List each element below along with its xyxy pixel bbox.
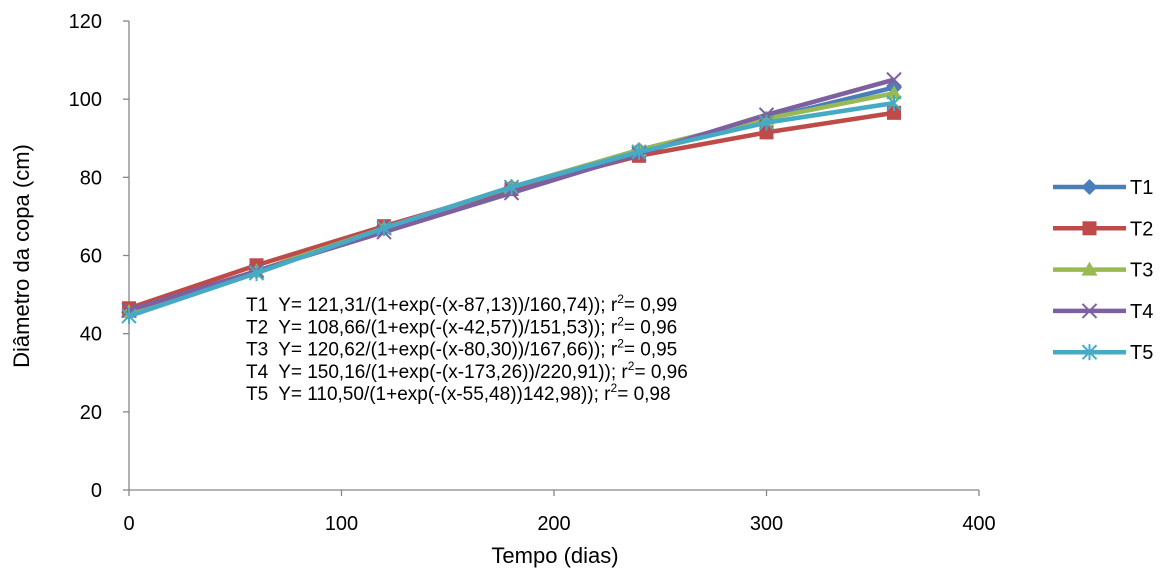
equation-t3: T3 Y= 120,62/(1+exp(-(x-80,30))/167,66));… (246, 337, 677, 361)
y-tick-labels: 0 20 40 60 80 100 120 (69, 11, 102, 502)
equation-t5: T5 Y= 110,50/(1+exp(-(x-55,48))142,98)); … (246, 381, 671, 405)
data-point-t4 (886, 71, 902, 88)
y-tick-label: 100 (69, 89, 102, 111)
data-point-t2 (887, 105, 901, 120)
legend-item-t2: T2 (1053, 218, 1153, 240)
legend-label-t2: T2 (1130, 218, 1153, 240)
data-point-t5 (248, 265, 265, 282)
legend-marker-t3 (1081, 261, 1098, 276)
legend-marker-t5 (1081, 344, 1098, 361)
legend-marker-t4 (1081, 303, 1098, 319)
equation-t4: T4 Y= 150,16/(1+exp(-(x-173,26))/220,91))… (246, 359, 688, 383)
axes (123, 20, 980, 496)
y-tick-label: 0 (91, 480, 102, 502)
series-t5 (121, 95, 902, 325)
x-tick-label: 300 (750, 513, 783, 535)
series-t2 (122, 105, 901, 316)
legend-item-t5: T5 (1053, 342, 1153, 364)
y-tick-label: 60 (80, 246, 102, 268)
data-point-t2 (759, 125, 774, 140)
series-group (121, 71, 902, 325)
equations: T1 Y= 121,31/(1+exp(-(x-87,13))/160,74));… (246, 292, 688, 405)
legend: T1 T2 T3 T4 T5 (1053, 177, 1153, 364)
equation-t2: T2 Y= 108,66/(1+exp(-(x-42,57))/151,53));… (246, 314, 677, 338)
y-axis-title: Diâmetro da copa (cm) (9, 144, 34, 368)
data-point-t5 (121, 308, 137, 325)
x-tick-label: 0 (123, 513, 134, 535)
legend-label-t4: T4 (1130, 301, 1153, 323)
legend-marker-t2 (1082, 221, 1097, 236)
legend-marker-t1 (1081, 179, 1098, 195)
legend-item-t3: T3 (1053, 260, 1153, 282)
series-line-t5 (128, 100, 895, 319)
legend-label-t3: T3 (1130, 260, 1153, 282)
data-point-t5 (376, 220, 392, 237)
y-tick-label: 80 (80, 167, 102, 189)
data-point-t5 (503, 179, 520, 196)
data-point-t5 (758, 114, 775, 131)
legend-label-t1: T1 (1130, 177, 1153, 199)
x-tick-labels: 0 100 200 300 400 (123, 513, 995, 535)
legend-item-t1: T1 (1053, 177, 1153, 199)
x-tick-label: 200 (537, 513, 570, 535)
y-tick-label: 20 (80, 402, 102, 424)
data-point-t5 (886, 95, 902, 112)
legend-label-t5: T5 (1130, 342, 1153, 364)
legend-item-t4: T4 (1053, 301, 1153, 323)
y-tick-label: 40 (80, 324, 102, 346)
x-tick-label: 400 (962, 513, 995, 535)
data-point-t5 (631, 143, 647, 160)
x-tick-label: 100 (325, 513, 358, 535)
x-axis-title: Tempo (dias) (491, 543, 618, 568)
y-tick-label: 120 (69, 11, 102, 33)
data-point-t3 (886, 85, 902, 100)
equation-t1: T1 Y= 121,31/(1+exp(-(x-87,13))/160,74));… (246, 292, 677, 316)
